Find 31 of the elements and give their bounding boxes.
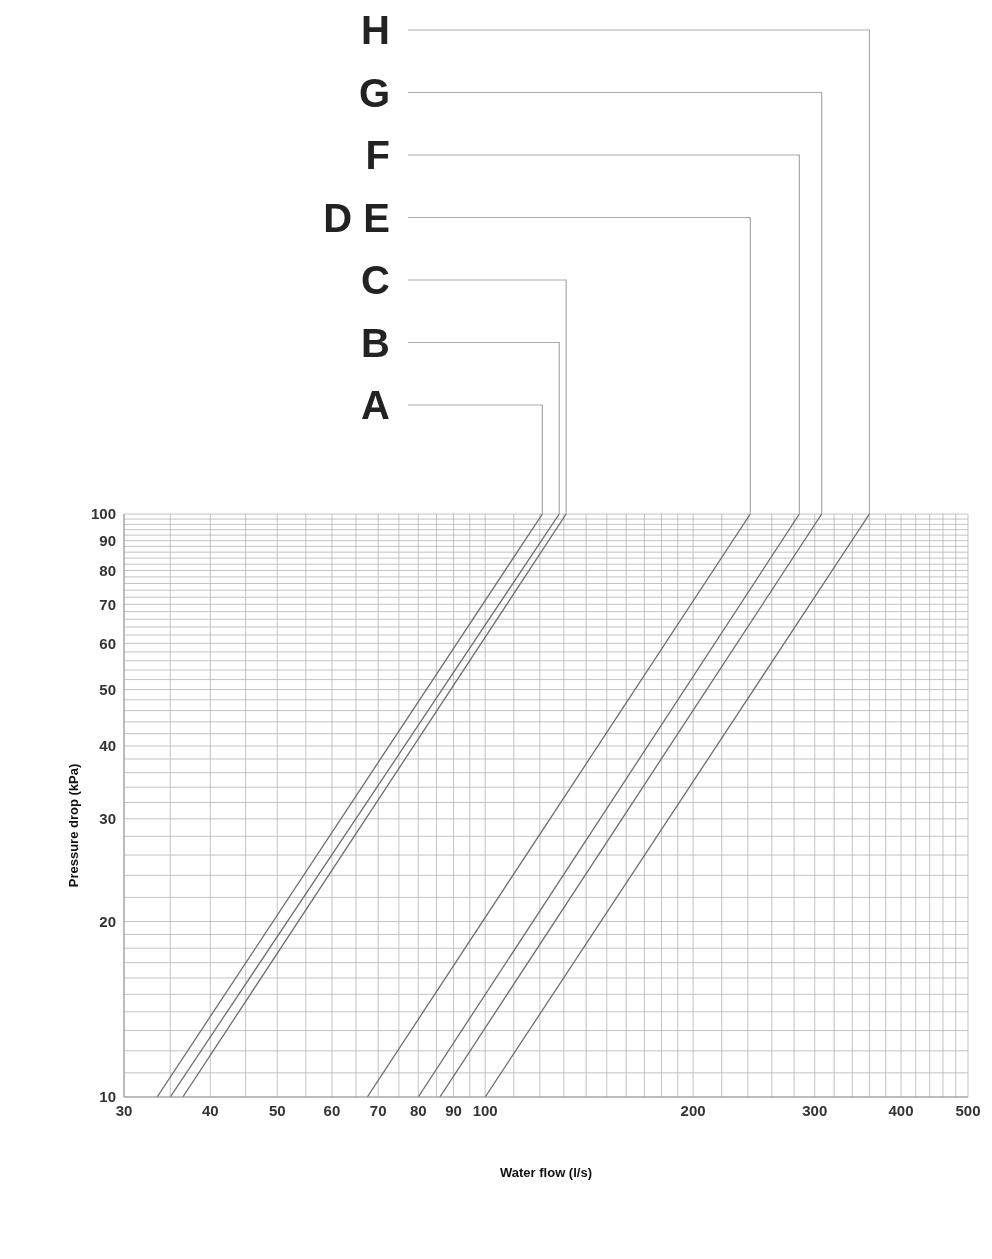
text: D E: [323, 195, 390, 240]
y-tick-label: 60: [99, 634, 116, 652]
x-tick-label: 40: [201, 1101, 219, 1119]
y-tick-label: 10: [99, 1088, 116, 1106]
y-tick-label: 20: [99, 912, 116, 930]
x-tick-label: 30: [115, 1101, 133, 1119]
x-tick-label: 300: [802, 1101, 828, 1119]
x-tick-label: 60: [323, 1101, 341, 1119]
text: H: [361, 8, 390, 52]
x-tick-label: 70: [369, 1101, 387, 1119]
x-tick-label: 100: [472, 1101, 498, 1119]
x-tick-label: 400: [888, 1101, 914, 1119]
y-tick-label: 90: [99, 532, 116, 549]
text: A: [361, 383, 390, 427]
x-axis-title: Water flow (l/s): [500, 1165, 592, 1180]
text: F: [365, 133, 390, 177]
y-tick-label: 80: [99, 561, 116, 579]
y-tick-label: 30: [99, 810, 116, 828]
y-axis-title: Pressure drop (kPa): [66, 763, 81, 888]
x-tick-label: 500: [955, 1101, 981, 1119]
x-tick-label: 50: [268, 1101, 286, 1119]
y-tick-label: 100: [90, 505, 116, 523]
y-tick-label: 70: [99, 595, 116, 613]
x-tick-label: 90: [445, 1101, 462, 1119]
text: G: [358, 70, 390, 115]
x-tick-label: 200: [680, 1101, 706, 1119]
y-tick-label: 50: [99, 680, 116, 698]
text: C: [361, 258, 390, 302]
x-tick-label: 80: [409, 1101, 427, 1119]
y-tick-label: 40: [99, 737, 116, 755]
text: B: [361, 320, 390, 365]
